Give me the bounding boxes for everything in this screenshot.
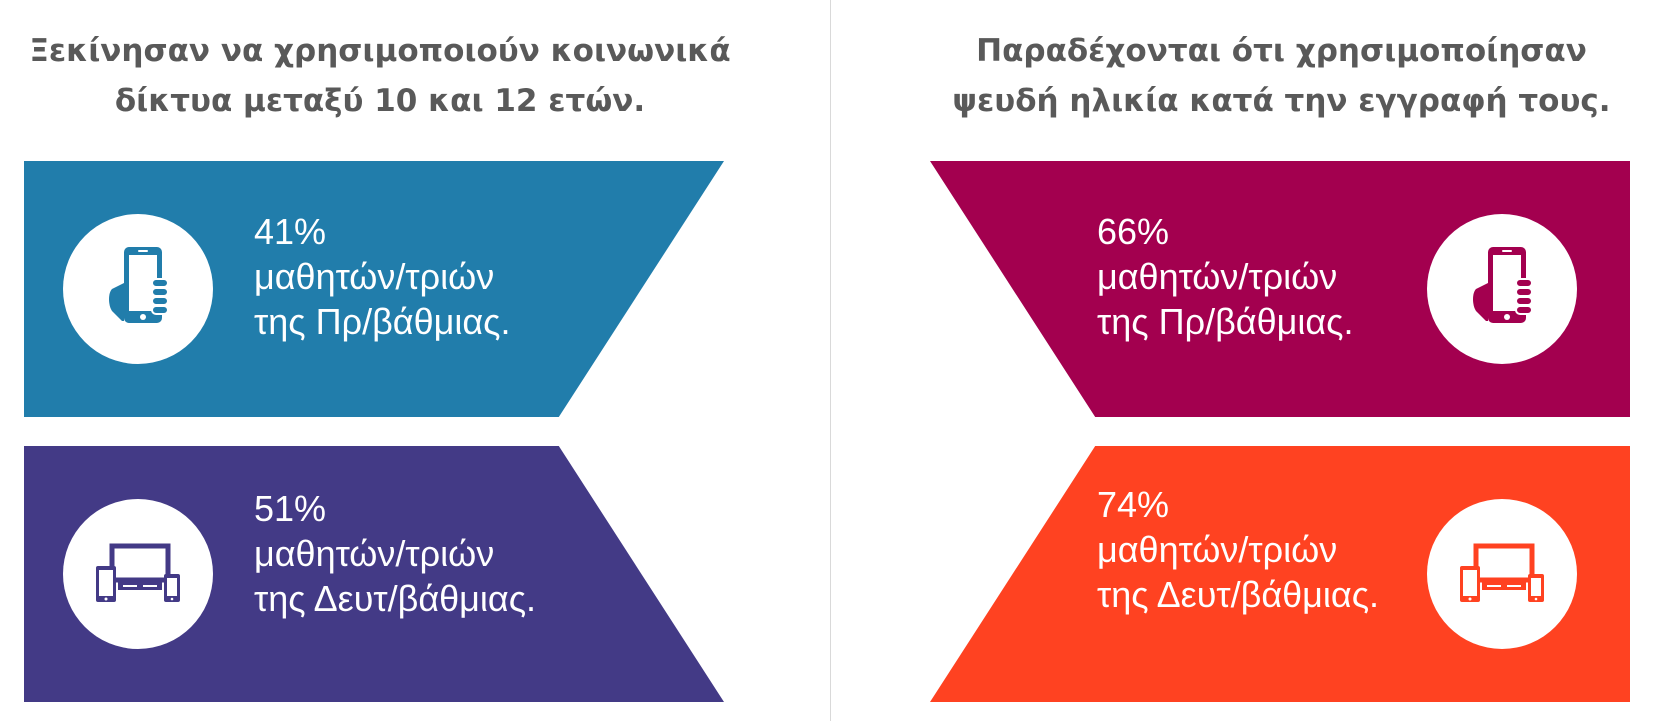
stat-banner-primary-false-age: 66% μαθητών/τριών της Πρ/βάθμιας.	[930, 161, 1630, 417]
icon-circle	[63, 214, 213, 364]
stat-line3: της Δευτ/βάθμιας.	[1097, 574, 1380, 615]
right-heading-line2: ψευδή ηλικία κατά την εγγραφή τους.	[952, 83, 1611, 119]
stat-line2: μαθητών/τριών	[254, 256, 495, 297]
stat-line2: μαθητών/τριών	[1097, 529, 1338, 570]
left-heading-line2: δίκτυα μεταξύ 10 και 12 ετών.	[114, 83, 646, 119]
stat-percent: 51%	[254, 488, 327, 529]
center-divider	[830, 0, 831, 721]
stat-banner-secondary-false-age: 74% μαθητών/τριών της Δευτ/βάθμιας.	[930, 446, 1630, 702]
stat-text: 66% μαθητών/τριών της Πρ/βάθμιας.	[1097, 209, 1354, 344]
stat-text: 41% μαθητών/τριών της Πρ/βάθμιας.	[254, 209, 511, 344]
right-heading-line1: Παραδέχονται ότι χρησιμοποίησαν	[976, 33, 1587, 69]
stat-text: 74% μαθητών/τριών της Δευτ/βάθμιας.	[1097, 482, 1379, 617]
multiple-devices-icon	[1460, 543, 1544, 602]
left-heading-line1: Ξεκίνησαν να χρησιμοποιούν κοινωνικά	[29, 33, 731, 69]
icon-circle	[1427, 214, 1577, 364]
stat-line2: μαθητών/τριών	[1097, 256, 1338, 297]
hand-smartphone-icon	[1473, 247, 1533, 323]
stat-line3: της Πρ/βάθμιας.	[1097, 301, 1354, 342]
stat-line2: μαθητών/τριών	[254, 533, 495, 574]
stat-percent: 74%	[1097, 484, 1170, 525]
stat-banner-primary-start-age: 41% μαθητών/τριών της Πρ/βάθμιας.	[24, 161, 724, 417]
hand-smartphone-icon	[109, 247, 169, 323]
icon-circle	[1427, 499, 1577, 649]
stat-line3: της Πρ/βάθμιας.	[254, 301, 511, 342]
right-heading: Παραδέχονται ότι χρησιμοποίησαν ψευδή ηλ…	[900, 26, 1663, 126]
stat-banner-secondary-start-age: 51% μαθητών/τριών της Δευτ/βάθμιας.	[24, 446, 724, 702]
stat-line3: της Δευτ/βάθμιας.	[254, 578, 537, 619]
stat-percent: 41%	[254, 211, 327, 252]
multiple-devices-icon	[96, 543, 180, 602]
stat-percent: 66%	[1097, 211, 1170, 252]
left-heading: Ξεκίνησαν να χρησιμοποιούν κοινωνικά δίκ…	[0, 26, 760, 126]
stat-text: 51% μαθητών/τριών της Δευτ/βάθμιας.	[254, 486, 536, 621]
icon-circle	[63, 499, 213, 649]
